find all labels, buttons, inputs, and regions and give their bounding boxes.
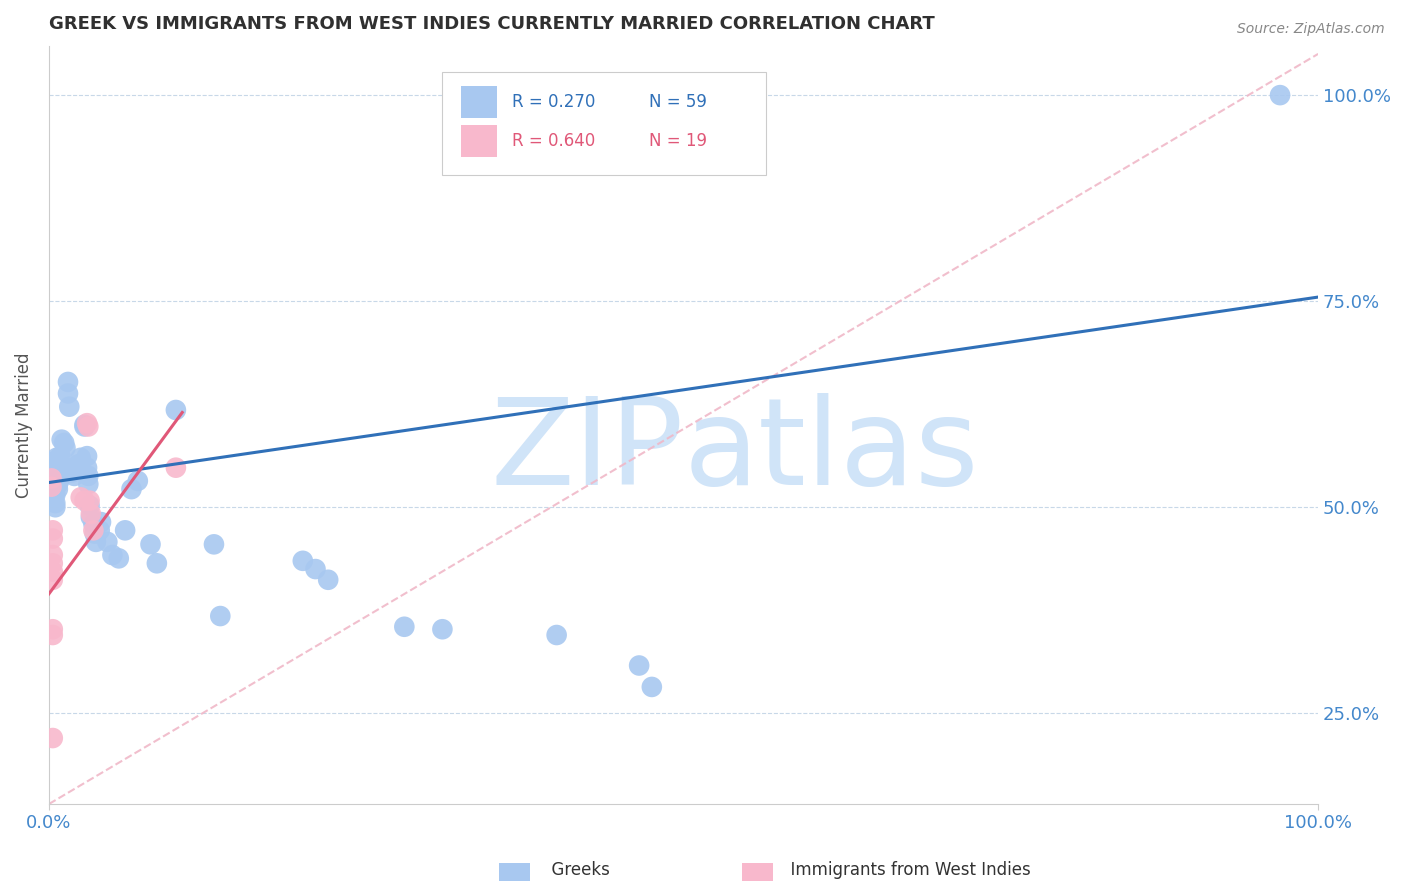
Point	[69, 450, 91, 465]
Point	[45, 460, 67, 475]
Point	[44, 496, 66, 510]
Point	[77, 469, 100, 483]
Point	[121, 482, 143, 496]
Point	[44, 500, 66, 515]
Text: ZIP: ZIP	[491, 392, 683, 510]
Point	[114, 524, 136, 538]
Text: atlas: atlas	[683, 392, 979, 510]
Point	[146, 557, 169, 571]
Point	[60, 466, 83, 480]
Y-axis label: Currently Married: Currently Married	[15, 352, 32, 498]
Text: Source: ZipAtlas.com: Source: ZipAtlas.com	[1237, 22, 1385, 37]
Point	[165, 403, 187, 417]
Point	[55, 441, 77, 455]
Point	[291, 554, 314, 568]
Point	[76, 460, 98, 475]
Point	[45, 450, 67, 465]
Point	[42, 455, 65, 469]
Point	[53, 436, 76, 450]
Point	[42, 628, 65, 642]
Point	[127, 474, 149, 488]
Point	[42, 548, 65, 562]
Point	[90, 515, 112, 529]
Point	[316, 573, 339, 587]
Point	[165, 460, 187, 475]
Point	[69, 491, 91, 505]
Point	[84, 534, 107, 549]
Point	[209, 609, 232, 624]
Point	[76, 449, 98, 463]
Point	[79, 493, 101, 508]
Point	[73, 419, 96, 434]
FancyBboxPatch shape	[443, 72, 766, 175]
Point	[42, 532, 65, 546]
Point	[67, 458, 90, 472]
Point	[641, 680, 664, 694]
Point	[304, 562, 326, 576]
Point	[49, 449, 72, 463]
Point	[73, 417, 96, 432]
Point	[48, 466, 70, 480]
Point	[101, 548, 124, 562]
Point	[46, 477, 69, 491]
Text: Immigrants from West Indies: Immigrants from West Indies	[780, 861, 1031, 879]
Point	[42, 731, 65, 745]
Point	[82, 516, 104, 531]
Point	[46, 469, 69, 483]
Text: N = 19: N = 19	[650, 132, 707, 150]
Point	[59, 460, 82, 475]
Point	[77, 477, 100, 491]
Point	[73, 493, 96, 508]
Bar	[461, 125, 496, 157]
Point	[42, 524, 65, 538]
Text: N = 59: N = 59	[650, 93, 707, 111]
Point	[432, 622, 454, 636]
Point	[79, 499, 101, 513]
Point	[56, 375, 79, 389]
Point	[42, 573, 65, 587]
Text: R = 0.640: R = 0.640	[512, 132, 596, 150]
Point	[82, 524, 104, 538]
Point	[77, 419, 100, 434]
Point	[546, 628, 568, 642]
Point	[51, 433, 73, 447]
Point	[107, 551, 129, 566]
Point	[89, 524, 111, 538]
Point	[56, 386, 79, 401]
Point	[1268, 88, 1291, 103]
Text: Greeks: Greeks	[541, 861, 610, 879]
Text: GREEK VS IMMIGRANTS FROM WEST INDIES CURRENTLY MARRIED CORRELATION CHART: GREEK VS IMMIGRANTS FROM WEST INDIES CUR…	[49, 15, 935, 33]
Point	[42, 565, 65, 579]
Point	[44, 488, 66, 502]
Point	[80, 510, 103, 524]
Point	[139, 537, 162, 551]
Point	[42, 471, 65, 485]
Point	[80, 507, 103, 521]
Point	[42, 622, 65, 636]
Point	[83, 526, 105, 541]
Point	[96, 534, 118, 549]
Point	[41, 471, 63, 485]
Point	[394, 620, 416, 634]
Point	[63, 469, 86, 483]
Point	[202, 537, 225, 551]
Point	[49, 460, 72, 475]
Point	[48, 474, 70, 488]
Bar	[461, 86, 496, 118]
Point	[76, 416, 98, 430]
Point	[58, 400, 80, 414]
Point	[46, 482, 69, 496]
Point	[41, 480, 63, 494]
Text: R = 0.270: R = 0.270	[512, 93, 596, 111]
Point	[42, 557, 65, 571]
Point	[628, 658, 651, 673]
Point	[42, 480, 65, 494]
